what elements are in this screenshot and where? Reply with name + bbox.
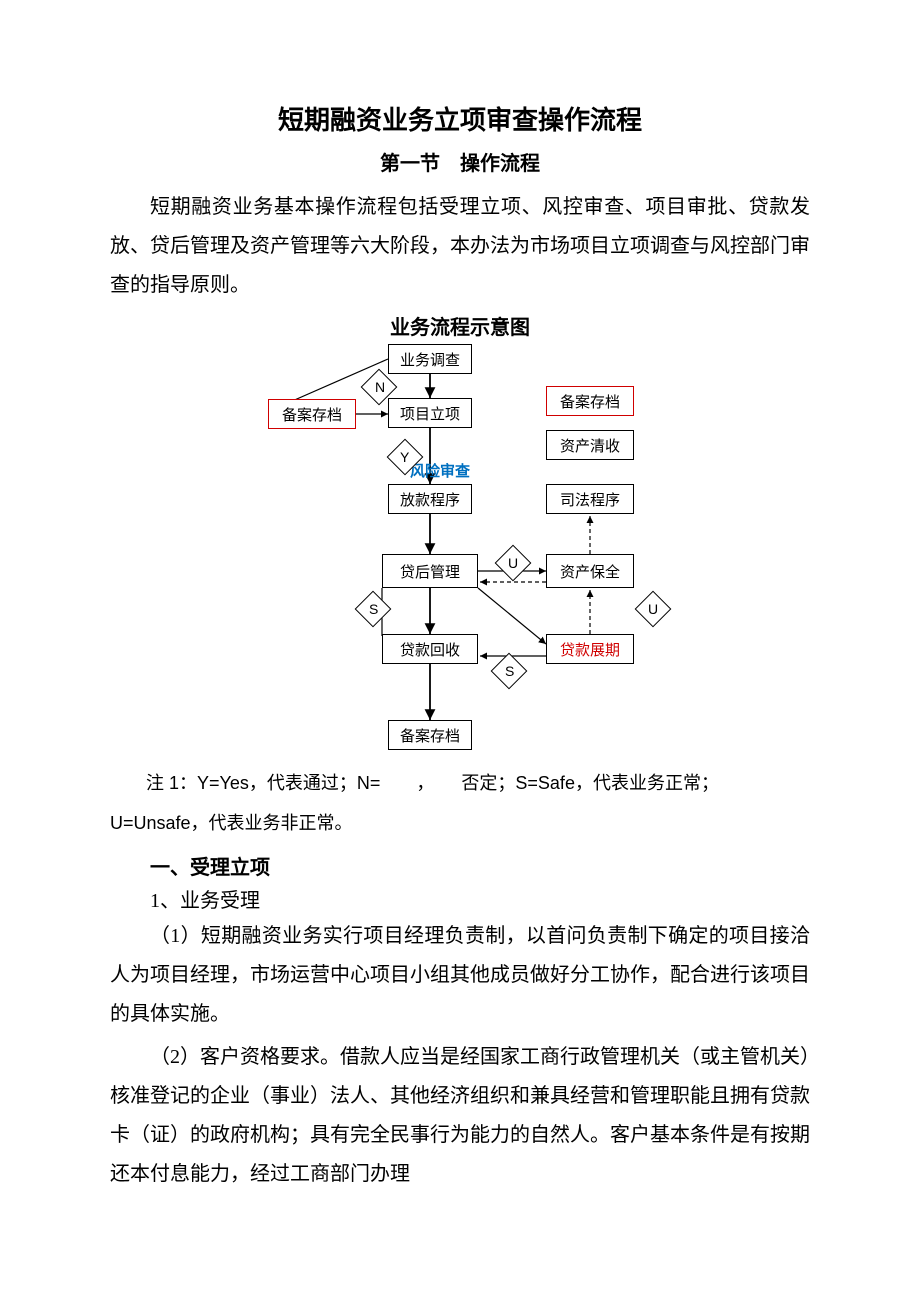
paragraph-1: （1）短期融资业务实行项目经理负责制，以首问负责制下确定的项目接洽人为项目经理，… [110,917,810,1034]
decision-n-label: N [375,379,385,395]
node-archive-left: 备案存档 [268,399,356,429]
decision-y-label: Y [400,449,409,465]
node-recover: 贷款回收 [382,634,478,664]
paragraph-2: （2）客户资格要求。借款人应当是经国家工商行政管理机关（或主管机关）核准登记的企… [110,1038,810,1194]
section-1-title: 一、受理立项 [110,851,810,880]
section-title: 第一节 操作流程 [110,147,810,176]
node-judicial: 司法程序 [546,484,634,514]
legend-line2: U=Unsafe，代表业务非正常。 [110,804,810,844]
intro-paragraph: 短期融资业务基本操作流程包括受理立项、风控审查、项目审批、贷款发放、贷后管理及资… [110,188,810,305]
node-asset-preserve: 资产保全 [546,554,634,588]
section-1-1: 1、业务受理 [110,884,810,913]
document-page: 短期融资业务立项审查操作流程 第一节 操作流程 短期融资业务基本操作流程包括受理… [0,0,920,1258]
node-postloan: 贷后管理 [382,554,478,588]
flowchart-container: 业务调查 项目立项 放款程序 贷后管理 贷款回收 备案存档 备案存档 备案存档 … [110,344,810,764]
node-survey: 业务调查 [388,344,472,374]
diagram-title: 业务流程示意图 [110,311,810,340]
node-asset-clear: 资产清收 [546,430,634,460]
page-title: 短期融资业务立项审查操作流程 [110,100,810,137]
node-archive-bottom: 备案存档 [388,720,472,750]
legend-line1: 注 1：Y=Yes，代表通过；N= ， 否定；S=Safe，代表业务正常； [110,764,810,804]
node-disburse: 放款程序 [388,484,472,514]
decision-s2-label: S [505,663,514,679]
decision-s1-label: S [369,601,378,617]
decision-u1-label: U [508,555,518,571]
risk-review-label: 风险审查 [410,460,470,481]
node-loan-ext: 贷款展期 [546,634,634,664]
flowchart: 业务调查 项目立项 放款程序 贷后管理 贷款回收 备案存档 备案存档 备案存档 … [200,344,720,764]
decision-u2-label: U [648,601,658,617]
node-archive-right: 备案存档 [546,386,634,416]
node-project: 项目立项 [388,398,472,428]
